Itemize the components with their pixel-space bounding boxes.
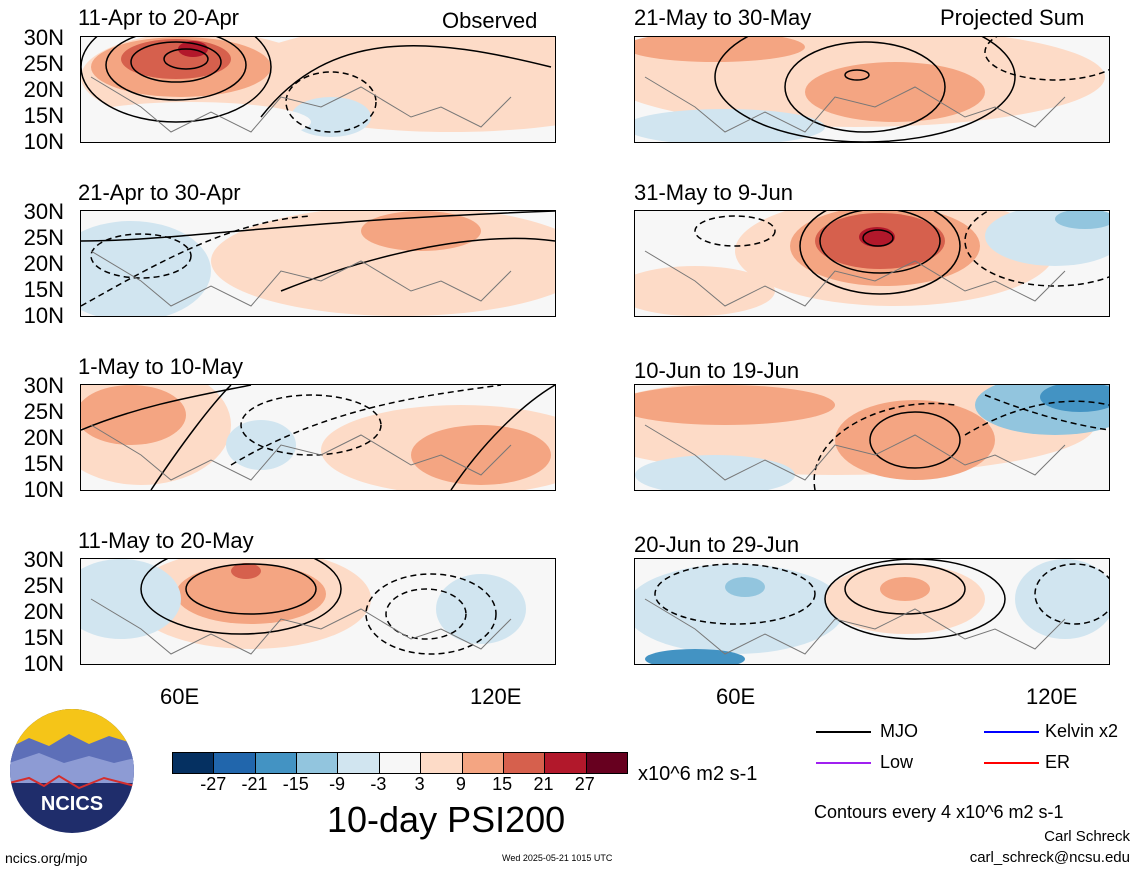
lat-label: 25N — [23, 51, 64, 76]
lat-label: 20N — [23, 251, 64, 276]
colorbar-swatch — [503, 753, 546, 773]
lat-label: 15N — [23, 451, 64, 476]
map-panel — [634, 210, 1110, 317]
colorbar-swatch — [586, 753, 627, 773]
panel-title: 21-May to 30-May — [634, 5, 812, 30]
author: Carl Schreck — [1044, 828, 1130, 845]
legend-low: Low — [880, 752, 914, 772]
lat-label: 20N — [23, 77, 64, 102]
map-panel — [634, 558, 1110, 665]
legend-kelvin-line — [984, 731, 1039, 733]
map-panel — [634, 384, 1110, 491]
colorbar-label: -9 — [329, 774, 346, 794]
lat-label: 30N — [23, 25, 64, 50]
plot-title: 10-day PSI200 — [327, 799, 566, 840]
panel-title: 11-May to 20-May — [78, 528, 254, 553]
lat-label: 25N — [23, 399, 64, 424]
colorbar-units: x10^6 m2 s-1 — [638, 763, 758, 785]
contour-note: Contours every 4 x10^6 m2 s-1 — [814, 802, 1064, 822]
colorbar-swatch — [421, 753, 463, 773]
lat-label: 20N — [23, 599, 64, 624]
map-panel — [634, 36, 1110, 143]
panel-title: 21-Apr to 30-Apr — [78, 180, 241, 205]
panel-title: 11-Apr to 20-Apr — [78, 5, 240, 30]
lon-label: 120E — [470, 684, 522, 709]
colorbar-swatch — [462, 753, 504, 773]
lat-label: 30N — [23, 199, 64, 224]
lon-label: 120E — [1026, 684, 1078, 709]
lat-label: 10N — [23, 477, 64, 502]
lat-label: 15N — [23, 103, 64, 128]
panel-title: 20-Jun to 29-Jun — [634, 532, 800, 557]
legend-er: ER — [1045, 752, 1071, 772]
panel-title: 1-May to 10-May — [78, 354, 244, 379]
lat-label: 10N — [23, 303, 64, 328]
legend-low-line — [816, 762, 871, 764]
legend-mjo-line — [816, 731, 871, 733]
timestamp: Wed 2025-05-21 1015 UTC — [502, 853, 613, 863]
colorbar-label: 27 — [574, 774, 595, 794]
lat-label: 30N — [23, 373, 64, 398]
lat-label: 25N — [23, 225, 64, 250]
lat-label: 10N — [23, 129, 64, 154]
map-panel — [80, 558, 556, 665]
colorbar-label: 21 — [533, 774, 554, 794]
projected-label: Projected Sum — [940, 5, 1085, 30]
colorbar-label: 9 — [455, 774, 466, 794]
map-panel — [80, 36, 556, 143]
colorbar-swatch — [297, 753, 339, 773]
panel-title: 31-May to 9-Jun — [634, 180, 793, 205]
lon-label: 60E — [160, 684, 200, 709]
legend-kelvin: Kelvin x2 — [1045, 721, 1119, 741]
colorbar-swatch — [545, 753, 587, 773]
map-panel — [80, 384, 556, 491]
colorbar-label: -15 — [282, 774, 309, 794]
ncics-logo[interactable]: NCICS — [9, 708, 135, 834]
observed-label: Observed — [442, 8, 538, 33]
lat-label: 30N — [23, 547, 64, 572]
colorbar-swatch — [255, 753, 298, 773]
colorbar-label: -27 — [200, 774, 227, 794]
colorbar-label: -21 — [241, 774, 268, 794]
lat-label: 15N — [23, 277, 64, 302]
legend-er-line — [984, 762, 1039, 764]
colorbar-swatch — [379, 753, 422, 773]
logo-text: NCICS — [41, 793, 103, 815]
panel-title: 10-Jun to 19-Jun — [634, 358, 800, 383]
lat-label: 25N — [23, 573, 64, 598]
map-panel — [80, 210, 556, 317]
lat-label: 15N — [23, 625, 64, 650]
legend-mjo: MJO — [880, 721, 918, 741]
lat-label: 10N — [23, 651, 64, 676]
colorbar-label: -3 — [370, 774, 387, 794]
site-link[interactable]: ncics.org/mjo — [5, 850, 88, 866]
colorbar-labels: -27 -21 -15 -9 -3 3 9 15 21 27 — [172, 774, 626, 798]
colorbar-label: 3 — [414, 774, 425, 794]
colorbar-swatch — [214, 753, 256, 773]
colorbar-swatch — [338, 753, 380, 773]
colorbar-label: 15 — [492, 774, 513, 794]
colorbar — [172, 752, 628, 774]
lat-label: 20N — [23, 425, 64, 450]
author-email[interactable]: carl_schreck@ncsu.edu — [969, 849, 1130, 866]
colorbar-swatch — [173, 753, 215, 773]
lon-label: 60E — [716, 684, 756, 709]
